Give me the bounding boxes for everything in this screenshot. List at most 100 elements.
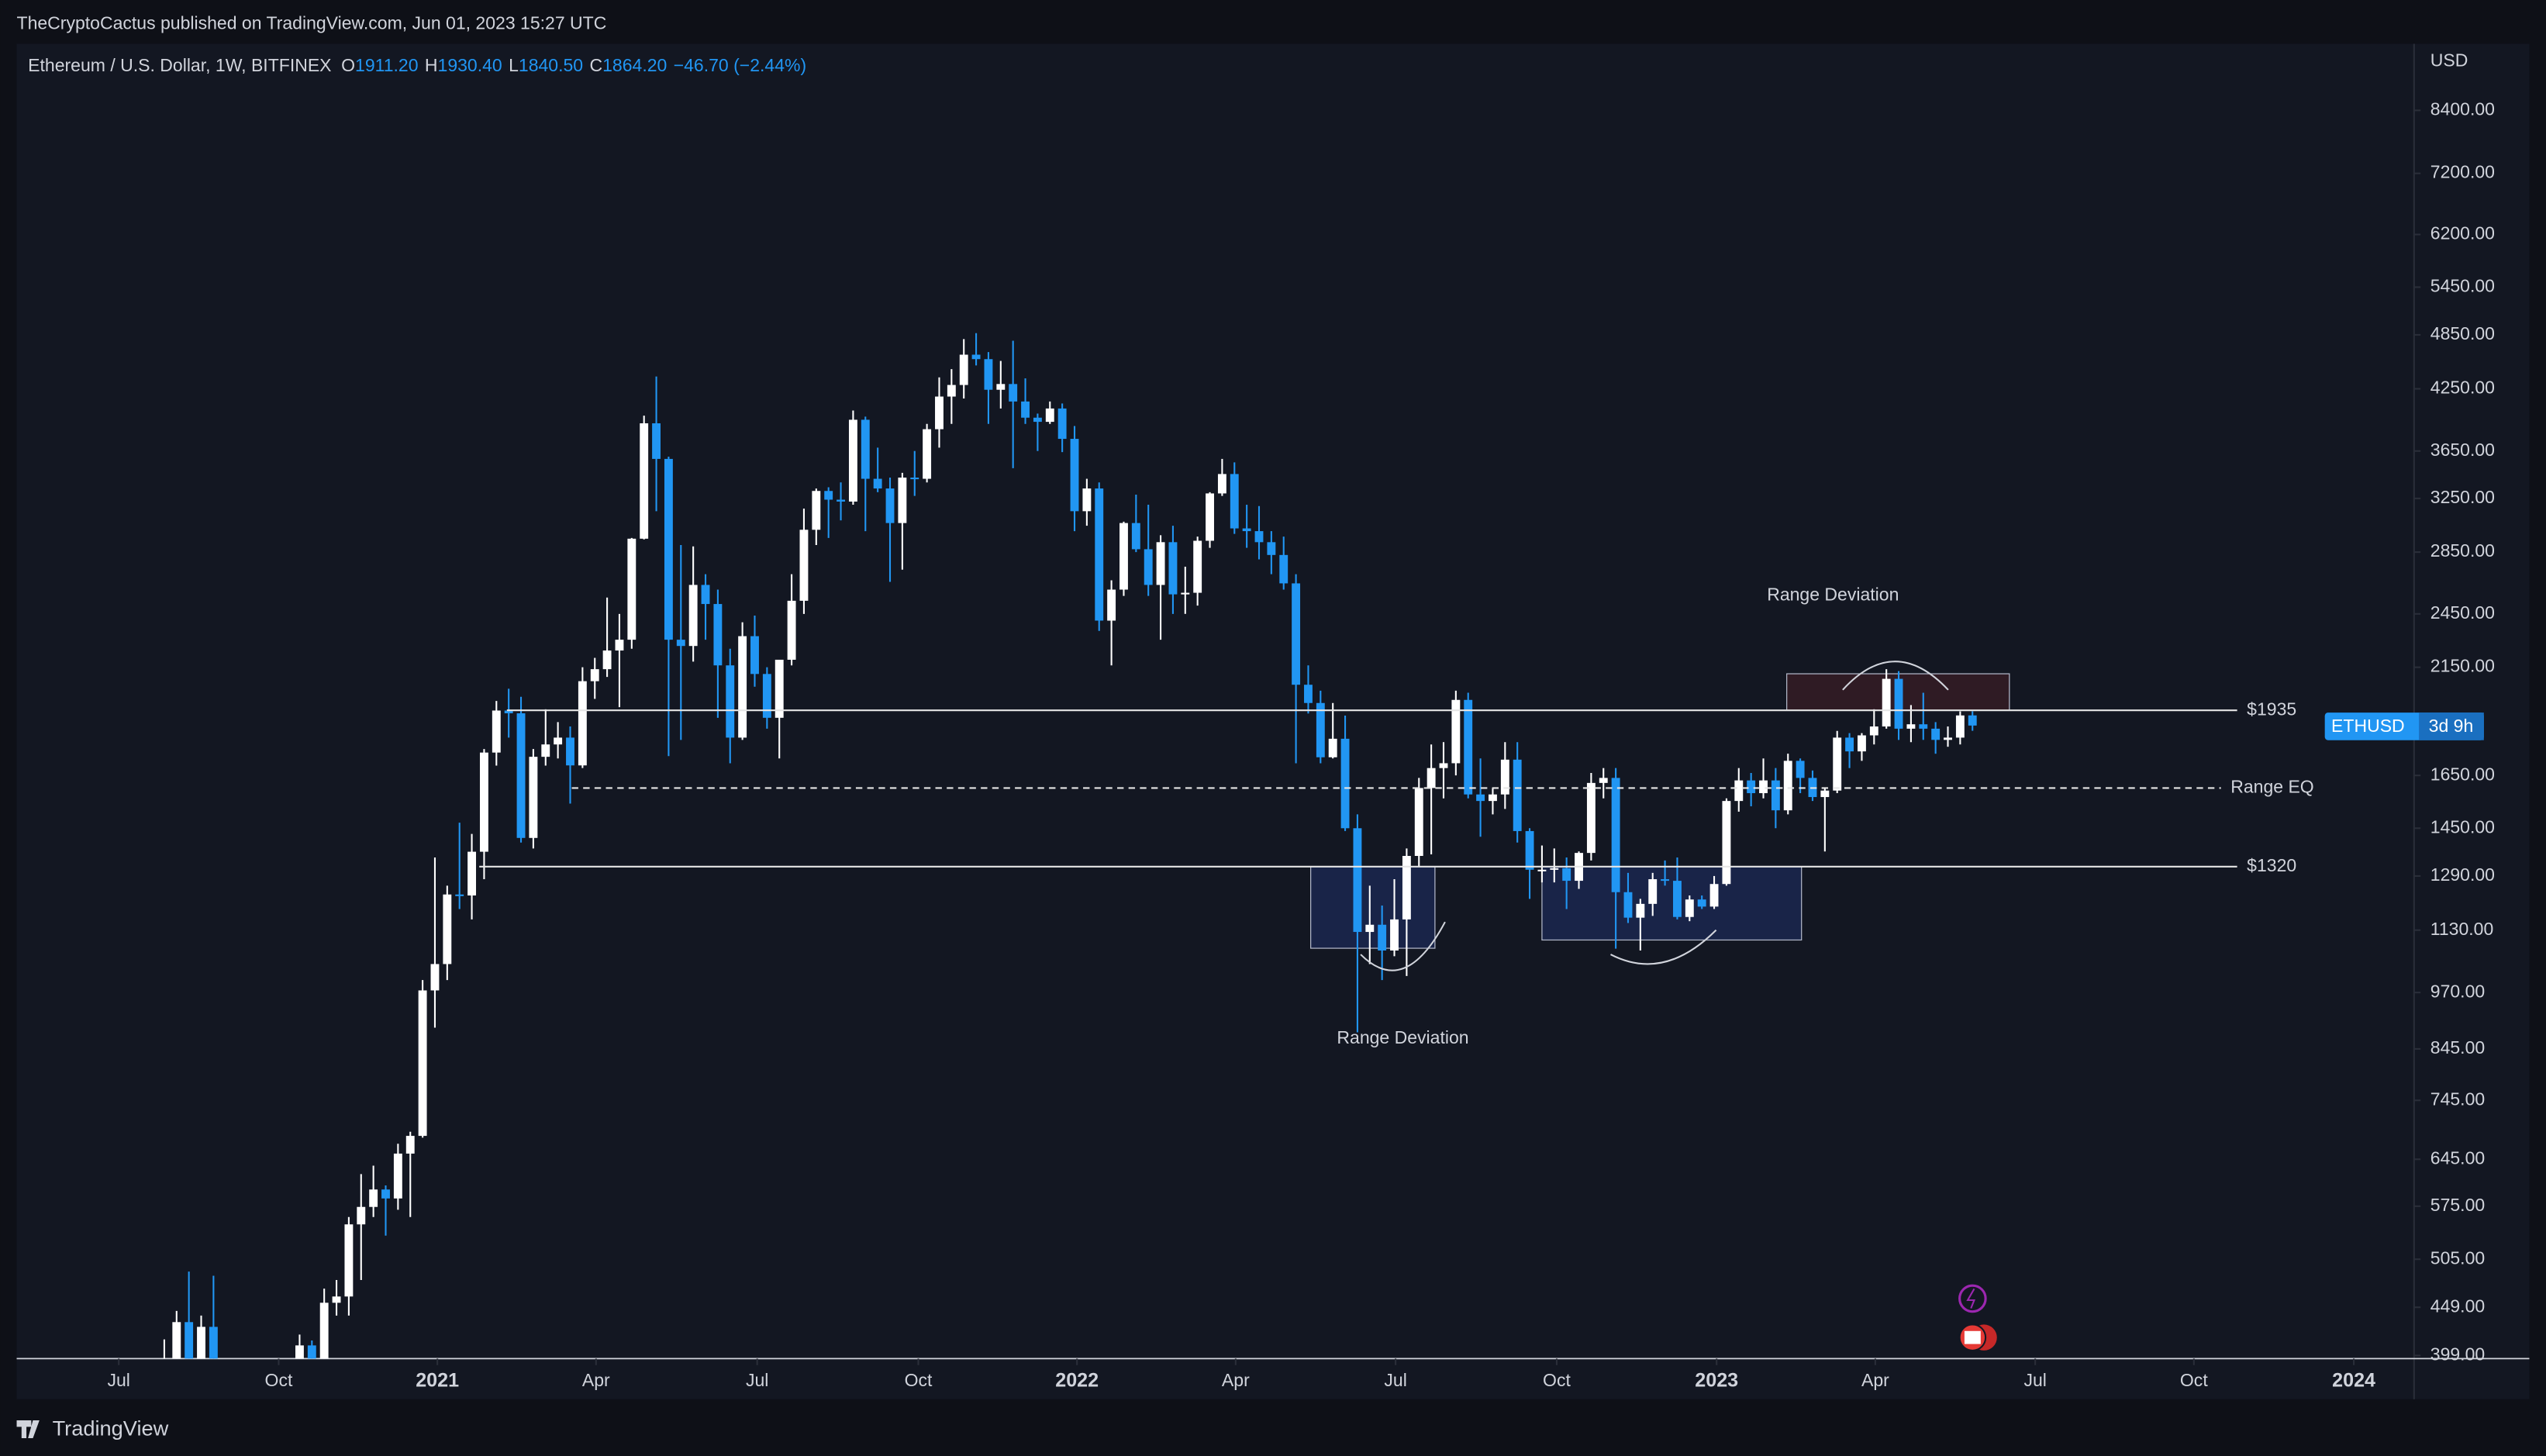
candle-body [898,478,907,523]
candle-body [1513,759,1522,831]
candle-body [1131,523,1140,550]
candle-body [1156,542,1165,585]
candle-body [984,359,993,390]
level-label: Range EQ [2230,776,2313,796]
candle-body [197,1327,205,1359]
currency: USD [2430,50,2468,71]
candle-body [418,990,427,1137]
candle-body [1796,761,1805,778]
candle-body [344,1224,354,1297]
candle-body [1390,919,1399,951]
candle-body [1919,724,1928,729]
candle-body [1489,794,1497,802]
candle-body [504,710,513,714]
candle-body [873,478,882,489]
candle-body [1906,724,1916,729]
candle-body [1734,780,1744,802]
candle-body [615,640,624,651]
candle-body [566,737,574,766]
ohlc-label: O [341,55,355,75]
annotation: Range Deviation [1767,584,1899,604]
candle-body [405,1136,415,1154]
event-icon[interactable] [1958,1284,1987,1313]
candle-body [1254,531,1264,543]
y-tick-label: 449.00 [2430,1296,2485,1316]
candle-body [1230,474,1239,529]
candle-body [1685,899,1694,917]
candle-body [1144,549,1153,585]
candle-body [824,491,833,500]
candle-body [1857,735,1866,752]
candle-body [848,419,857,502]
candle-body [1340,738,1350,829]
candle-body [430,964,440,991]
symbol: Ethereum / U.S. Dollar, 1W, BITFINEX [28,55,331,75]
candle-body [738,636,747,738]
flag [1964,1330,1981,1344]
candle-body [1697,899,1706,907]
candle-body [1378,924,1387,951]
candle-body [627,538,636,640]
y-tick-label: 505.00 [2430,1247,2485,1268]
y-tick-label: 5450.00 [2430,275,2495,295]
candle-body [393,1153,402,1199]
y-tick-label: 4250.00 [2430,378,2495,398]
candle-body [787,600,796,660]
candle-body [1722,801,1731,885]
event-icon-bolt [1966,1288,1976,1309]
candle-body [1771,780,1780,811]
candle-body [799,530,809,601]
zone [1541,866,1803,941]
x-tick-label: Jul [1384,1370,1406,1390]
candle-body [541,744,550,757]
candle-body [774,659,784,718]
candle-body [1968,715,1977,726]
candle-body [209,1327,218,1359]
candle-body [713,604,723,666]
ohlc-value: 1930.40 [438,55,502,75]
candle-body [996,384,1006,390]
candle-body [1353,828,1362,933]
y-tick-label: 1290.00 [2430,864,2495,885]
x-tick-label: 2023 [1695,1369,1738,1391]
ohlc-value: 1840.50 [519,55,583,75]
zone [1310,866,1436,949]
candle-body [971,354,981,360]
candle-body [1759,780,1768,794]
candle-body [640,423,649,539]
candle-body [688,585,698,647]
candle-body [1931,728,1941,740]
change: −46.70 (−2.44%) [674,55,806,75]
y-tick-label: 1130.00 [2430,919,2494,939]
candle-body [357,1206,366,1225]
brand: TradingView [53,1416,169,1440]
candle-body [1292,583,1301,685]
candle-body [1476,794,1485,802]
candle-body [381,1189,390,1199]
candle-body [172,1322,181,1359]
candle-body [676,640,685,647]
ohlc-value: 1911.20 [355,55,418,75]
candle-body [1894,678,1903,729]
y-tick-label: 575.00 [2430,1195,2485,1215]
candle-body [1820,790,1830,798]
candle-body [554,737,563,745]
level-label: $1320 [2247,855,2296,875]
candle-body [1242,528,1251,532]
candle-body [1439,763,1448,768]
candle-body [726,665,735,738]
y-tick-label: 6200.00 [2430,223,2495,243]
candle-body [1464,699,1473,795]
candle-body [332,1296,341,1303]
candle-body [1747,780,1756,794]
candle-body [1586,782,1596,854]
candle-body [1550,868,1559,870]
candle-body [1525,830,1534,870]
candle-body [652,423,661,459]
y-tick-label: 1650.00 [2430,764,2495,784]
price-tag-countdown: 3d 9h [2429,716,2474,736]
x-tick-label: Oct [265,1370,293,1390]
candle-body [1304,685,1313,703]
candle-body [443,894,452,964]
